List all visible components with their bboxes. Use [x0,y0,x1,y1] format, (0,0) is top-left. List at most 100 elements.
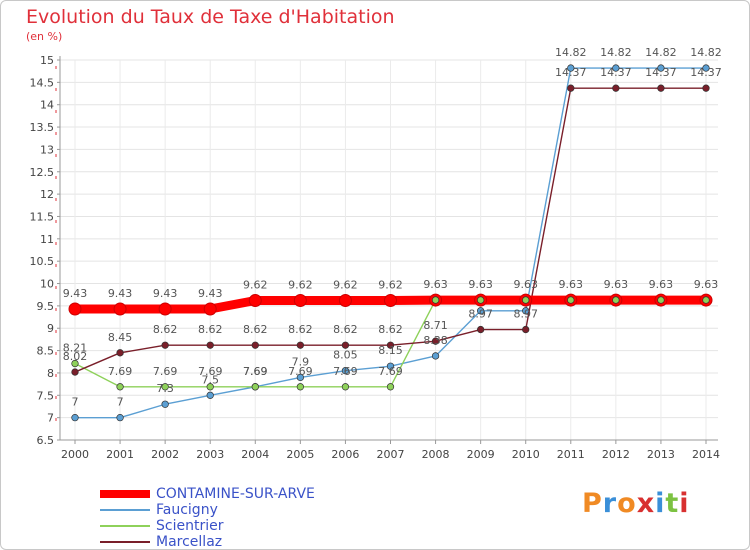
legend-item-scientrier: Scientrier [100,518,315,534]
data-point [158,302,172,316]
data-point [296,341,305,349]
data-label: 9.63 [513,278,538,291]
logo-letter: i [679,488,690,519]
data-label: 7.69 [333,365,358,378]
data-point [567,296,575,304]
data-label: 14.82 [555,46,587,59]
y-tick-label: 13 [40,143,54,156]
data-point [251,341,259,349]
logo-letter: i [655,488,666,519]
data-point [203,302,217,316]
data-point [702,296,710,304]
y-tick-label: 10.5 [30,255,55,268]
legend-label: CONTAMINE-SUR-ARVE [156,486,315,502]
x-tick-label: 2006 [331,448,359,461]
data-label: 9.63 [694,278,719,291]
data-label: 8.62 [288,323,313,336]
y-tick-label: 10 [40,278,54,291]
data-point [386,362,395,370]
data-point [702,84,710,92]
data-label: 8.71 [423,319,448,332]
y-tick-label: 12.5 [30,166,55,179]
data-label: 8.38 [423,334,448,347]
data-point [384,294,397,308]
x-tick-label: 2013 [647,448,675,461]
data-point [657,64,665,72]
data-label: 7.69 [378,365,403,378]
legend-swatch [100,509,150,511]
y-tick-label: 12 [40,188,54,201]
data-label: 7.69 [243,365,268,378]
y-tick-label: 7 [47,412,54,425]
y-tick-label: 11 [40,233,54,246]
data-label: 8.97 [513,308,538,321]
data-label: 14.37 [645,66,677,79]
x-tick-label: 2014 [692,448,720,461]
legend: CONTAMINE-SUR-ARVE Faucigny Scientrier M… [100,486,315,550]
data-label: 9.62 [333,279,358,292]
data-label: 7.3 [156,382,174,395]
data-point [338,294,352,308]
data-label: 9.62 [243,279,268,292]
data-label: 9.43 [63,287,88,300]
data-point [206,383,214,391]
x-tick-label: 2004 [241,448,269,461]
x-tick-label: 2000 [61,448,89,461]
data-point [251,383,259,391]
data-point [567,64,575,72]
data-label: 7.69 [108,365,133,378]
data-point [612,296,620,304]
legend-item-faucigny: Faucigny [100,502,315,518]
data-point [248,294,262,308]
y-tick-label: 7.5 [37,389,55,402]
data-point [116,349,124,357]
data-label: 9.63 [649,278,674,291]
data-label: 14.82 [690,46,722,59]
data-point [431,296,440,304]
data-point [296,373,305,382]
data-point [476,307,485,315]
data-label: 8.21 [63,342,88,355]
data-label: 8.62 [198,323,223,336]
data-label: 9.43 [108,287,133,300]
logo-letter: P [582,488,603,519]
data-point [161,383,169,391]
data-label: 7.69 [243,365,268,378]
data-point [161,341,169,349]
x-tick-label: 2003 [196,448,224,461]
data-point [116,383,124,391]
data-label: 9.63 [468,278,493,291]
data-label: 14.82 [645,46,677,59]
data-label: 7.69 [198,365,223,378]
data-label: 7.5 [201,373,219,386]
data-point [612,84,620,92]
legend-label: Marcellaz [156,534,223,550]
data-point [71,368,79,376]
data-label: 9.63 [604,278,629,291]
y-tick-label: 14.5 [30,76,55,89]
y-tick-label: 9.5 [37,300,55,313]
data-point [657,84,665,92]
legend-swatch [100,525,150,527]
x-tick-label: 2012 [602,448,630,461]
data-point [612,64,620,72]
logo-letter: t [665,488,680,519]
y-tick-label: 6.5 [37,434,55,447]
x-tick-label: 2008 [422,448,450,461]
logo-letter: x [636,488,656,519]
data-point [341,341,350,349]
x-tick-label: 2010 [512,448,540,461]
data-point [702,64,710,72]
legend-swatch [100,490,150,498]
data-label: 8.02 [63,350,88,363]
data-point [296,383,305,391]
x-tick-label: 2001 [106,448,134,461]
data-label: 14.82 [600,46,632,59]
data-label: 9.43 [153,287,178,300]
logo-letter: r [602,488,618,519]
data-point [386,341,395,349]
data-point [113,302,127,316]
data-point [71,413,79,422]
data-point [431,337,440,345]
